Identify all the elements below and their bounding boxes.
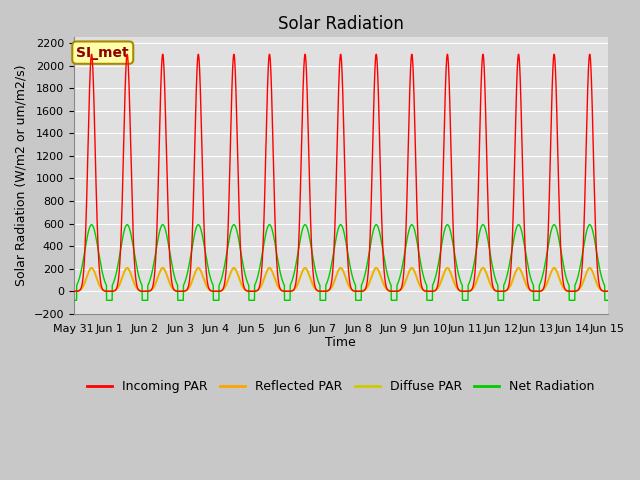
- Title: Solar Radiation: Solar Radiation: [278, 15, 404, 33]
- Y-axis label: Solar Radiation (W/m2 or um/m2/s): Solar Radiation (W/m2 or um/m2/s): [15, 65, 28, 287]
- Text: SI_met: SI_met: [76, 46, 129, 60]
- X-axis label: Time: Time: [325, 336, 356, 349]
- Legend: Incoming PAR, Reflected PAR, Diffuse PAR, Net Radiation: Incoming PAR, Reflected PAR, Diffuse PAR…: [81, 375, 600, 398]
